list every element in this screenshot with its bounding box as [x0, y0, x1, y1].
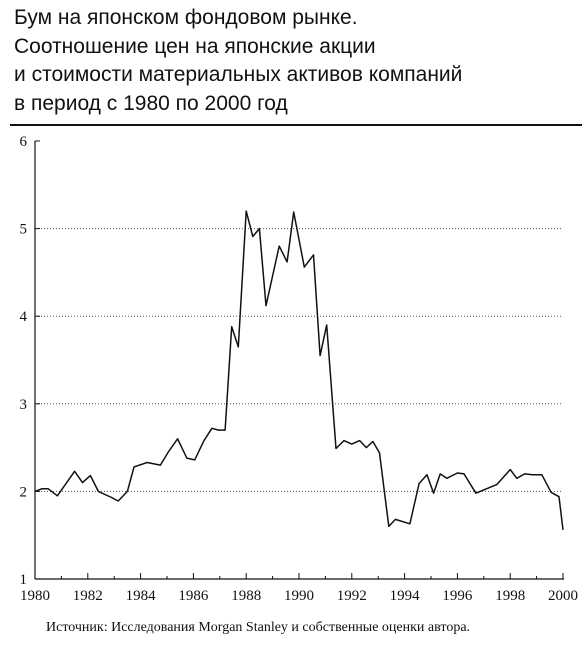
x-tick-label-1990: 1990 — [284, 588, 314, 604]
x-tick-label-1996: 1996 — [442, 588, 473, 604]
x-tick-label-1994: 1994 — [390, 588, 421, 604]
x-tick-label-1982: 1982 — [73, 588, 103, 604]
x-tick-label-1986: 1986 — [178, 588, 209, 604]
series-line-0 — [34, 210, 564, 530]
source-note: Источник: Исследования Morgan Stanley и … — [46, 620, 471, 635]
title-line-1: Бум на японском фондовом рынке. — [14, 6, 358, 29]
line-chart: 1 2 3 4 5 6 1980 1982 1984 1986 1988 1990 1992 1994 19… — [20, 134, 579, 604]
title-line-2: Соотношение цен на японские акции — [14, 34, 376, 58]
y-tick-label-4: 4 — [20, 309, 28, 325]
title-line-4: в период с 1980 по 2000 год — [14, 91, 288, 115]
axes — [34, 140, 564, 580]
y-tick-label-5: 5 — [20, 222, 28, 238]
x-tick-label-1980: 1980 — [20, 588, 50, 604]
x-tick-label-1992: 1992 — [337, 588, 367, 604]
y-tick-label-6: 6 — [20, 134, 28, 150]
chart-title: Бум на японском фондовом рынке. Соотноше… — [14, 4, 580, 118]
y-tick-label-1: 1 — [20, 572, 28, 588]
title-line-3: и стоимости материальных активов компани… — [14, 63, 463, 86]
x-tick-label-2000: 2000 — [548, 588, 578, 604]
y-tick-label-3: 3 — [20, 397, 28, 413]
tick-labels: 1 2 3 4 5 6 1980 1982 1984 1986 1988 1990 1992 1994 19… — [20, 134, 579, 604]
gridlines — [35, 228, 563, 492]
x-tick-label-1998: 1998 — [495, 588, 525, 604]
x-tick-label-1984: 1984 — [126, 588, 157, 604]
series-layer — [34, 210, 564, 530]
title-divider — [10, 124, 582, 126]
y-tick-label-2: 2 — [20, 484, 28, 500]
x-tick-label-1988: 1988 — [231, 588, 261, 604]
